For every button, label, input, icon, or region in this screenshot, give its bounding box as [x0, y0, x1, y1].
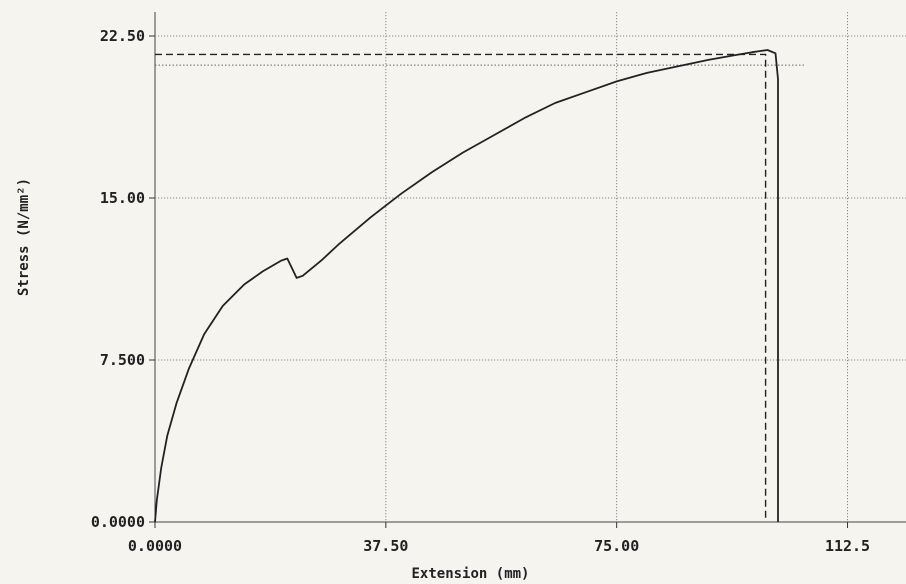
x-tick-label: 0.0000: [128, 537, 182, 555]
y-tick-label: 15.00: [100, 189, 145, 207]
x-axis-title: Extension (mm): [411, 566, 529, 582]
stress-curve: [154, 49, 779, 523]
y-axis-title: Stress (N/mm²): [16, 178, 32, 296]
x-tick-label: 112.5: [825, 537, 870, 555]
dashed-reference-curve: [155, 53, 767, 522]
x-tick-label: 75.00: [594, 537, 639, 555]
y-tick-label: 22.50: [100, 27, 145, 45]
y-tick-label: 7.500: [100, 351, 145, 369]
x-tick-label: 37.50: [363, 537, 408, 555]
y-tick-label: 0.0000: [91, 513, 145, 531]
